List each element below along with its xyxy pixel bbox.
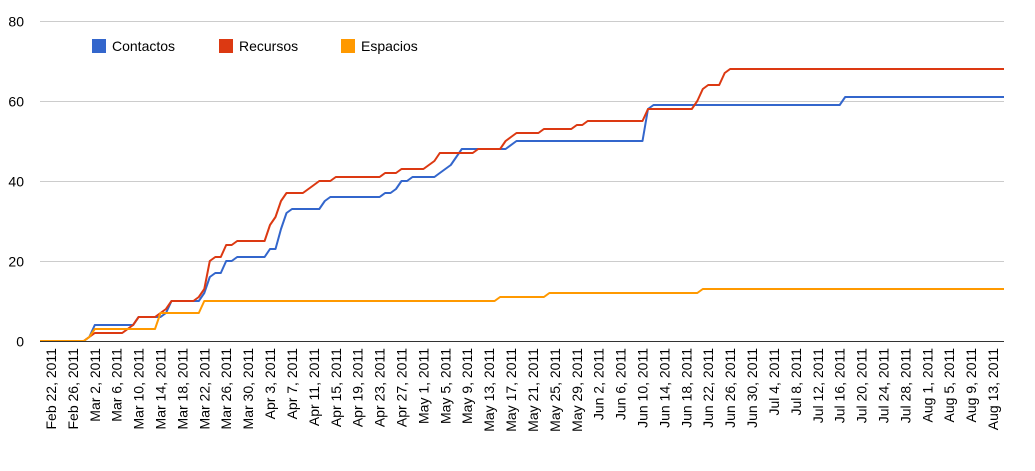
- x-tick-label: Feb 26, 2011: [65, 348, 81, 430]
- x-tick-label: Jul 8, 2011: [788, 348, 804, 416]
- legend[interactable]: Contactos Recursos Espacios: [92, 38, 418, 54]
- x-tick-label: May 21, 2011: [525, 348, 541, 432]
- x-tick-label: May 13, 2011: [481, 348, 497, 432]
- x-tick-label: Apr 23, 2011: [372, 348, 388, 427]
- x-tick-label: Aug 9, 2011: [963, 348, 979, 423]
- x-tick-label: Jul 4, 2011: [766, 348, 782, 416]
- x-tick-label: Apr 15, 2011: [328, 348, 344, 427]
- series-line-recursos: [40, 68, 1004, 342]
- x-tick-label: Apr 19, 2011: [350, 348, 366, 427]
- x-tick-label: Jun 18, 2011: [678, 348, 694, 428]
- legend-swatch: [341, 39, 355, 53]
- legend-swatch: [92, 39, 106, 53]
- x-tick-label: Apr 3, 2011: [262, 348, 278, 420]
- x-tick-label: May 1, 2011: [415, 348, 431, 424]
- x-tick-label: Mar 2, 2011: [87, 348, 103, 422]
- x-tick-label: Jul 12, 2011: [810, 348, 826, 423]
- y-axis-tick-labels: 0 20 40 60 80: [8, 14, 24, 350]
- x-tick-label: Jun 10, 2011: [635, 348, 651, 428]
- x-tick-label: Mar 10, 2011: [131, 348, 147, 430]
- x-tick-label: Jun 14, 2011: [656, 348, 672, 428]
- x-tick-label: Jun 22, 2011: [700, 348, 716, 428]
- x-tick-label: Jul 16, 2011: [832, 348, 848, 423]
- x-tick-label: Jun 6, 2011: [613, 348, 629, 420]
- x-tick-label: Mar 6, 2011: [109, 348, 125, 422]
- legend-label: Contactos: [112, 38, 175, 54]
- x-tick-label: Aug 5, 2011: [941, 348, 957, 423]
- x-tick-label: Mar 22, 2011: [196, 348, 212, 430]
- x-tick-label: Jun 30, 2011: [744, 348, 760, 428]
- legend-item-recursos[interactable]: Recursos: [219, 38, 298, 54]
- y-tick-label: 60: [8, 94, 24, 110]
- x-tick-label: Aug 1, 2011: [919, 348, 935, 423]
- x-tick-label: Mar 30, 2011: [240, 348, 256, 430]
- x-tick-label: May 9, 2011: [459, 348, 475, 424]
- y-tick-label: 80: [8, 14, 24, 30]
- x-tick-label: Mar 18, 2011: [174, 348, 190, 430]
- x-tick-label: Jun 2, 2011: [591, 348, 607, 420]
- legend-label: Espacios: [361, 38, 418, 54]
- x-tick-label: Jul 28, 2011: [897, 348, 913, 423]
- x-tick-label: Mar 14, 2011: [153, 348, 169, 430]
- gridlines: [40, 21, 1004, 262]
- x-tick-label: Apr 27, 2011: [394, 348, 410, 427]
- series-line-espacios: [40, 288, 1004, 342]
- series-lines: [40, 68, 1004, 342]
- y-tick-label: 40: [8, 174, 24, 190]
- x-tick-label: May 25, 2011: [547, 348, 563, 432]
- x-tick-label: Aug 13, 2011: [985, 348, 1001, 430]
- legend-item-contactos[interactable]: Contactos: [92, 38, 175, 54]
- x-tick-label: May 5, 2011: [437, 348, 453, 424]
- y-tick-label: 20: [8, 254, 24, 270]
- x-tick-label: May 29, 2011: [569, 348, 585, 432]
- x-axis-tick-labels: Feb 22, 2011 Feb 26, 2011 Mar 2, 2011 Mar 6…: [43, 348, 1001, 432]
- x-tick-label: May 17, 2011: [503, 348, 519, 432]
- x-tick-label: Mar 26, 2011: [218, 348, 234, 430]
- x-tick-label: Jul 20, 2011: [854, 348, 870, 423]
- legend-label: Recursos: [239, 38, 298, 54]
- x-tick-label: Jul 24, 2011: [876, 348, 892, 423]
- legend-swatch: [219, 39, 233, 53]
- x-tick-label: Jun 26, 2011: [722, 348, 738, 428]
- x-tick-label: Feb 22, 2011: [43, 348, 59, 430]
- y-tick-label: 0: [16, 334, 24, 350]
- x-tick-label: Apr 11, 2011: [306, 348, 322, 426]
- x-tick-label: Apr 7, 2011: [284, 348, 300, 420]
- legend-item-espacios[interactable]: Espacios: [341, 38, 418, 54]
